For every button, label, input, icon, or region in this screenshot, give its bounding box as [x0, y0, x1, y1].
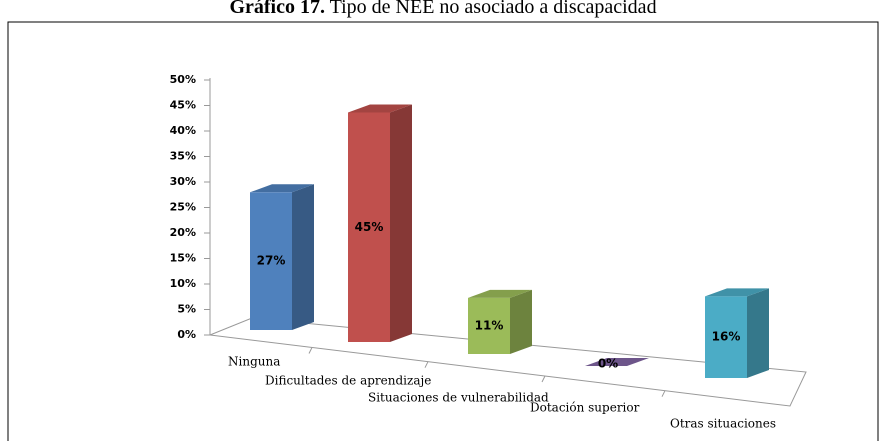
bar-top [585, 358, 649, 366]
y-tick-label: 45% [170, 99, 196, 112]
value-label: 11% [475, 318, 504, 332]
x-tick-mark [661, 390, 666, 397]
y-tick-label: 40% [170, 124, 196, 137]
bar [250, 192, 292, 330]
title-text: Tipo de NEE no asociado a discapacidad [330, 0, 657, 18]
bar-side [510, 289, 532, 354]
title-label: Gráfico 17. [229, 0, 325, 18]
y-tick-label: 35% [170, 150, 196, 163]
bar-top [468, 289, 532, 298]
x-tick-mark [541, 375, 546, 383]
value-label: 16% [712, 330, 741, 344]
bar-side [292, 184, 314, 330]
y-tick-label: 30% [170, 175, 196, 188]
bar-top [348, 104, 412, 113]
bar [468, 297, 510, 354]
floor [208, 317, 807, 407]
y-tick-label: 10% [170, 277, 196, 290]
y-tick-label: 15% [170, 252, 196, 265]
frame [7, 21, 879, 441]
value-label: 27% [257, 254, 286, 268]
value-label: 0% [598, 357, 618, 371]
x-tick-label: Situaciones de vulnerabilidad [368, 391, 549, 405]
bar-top [705, 288, 769, 297]
x-tick-label: Dificultades de aprendizaje [265, 374, 431, 388]
y-tick-label: 25% [170, 201, 196, 214]
bar [705, 296, 747, 378]
x-tick-label: Dotación superior [530, 401, 640, 415]
y-tick-label: 0% [177, 328, 196, 341]
chart-title: Gráfico 17. Tipo de NEE no asociado a di… [229, 0, 656, 18]
y-tick-label: 20% [170, 226, 196, 239]
bar-top [250, 184, 314, 193]
x-tick-mark [424, 361, 429, 368]
x-tick-label: Otras situaciones [670, 417, 776, 431]
y-tick-label: 5% [177, 303, 196, 316]
x-tick-label: Ninguna [228, 355, 280, 369]
bar-side [747, 288, 769, 378]
value-label: 45% [355, 220, 384, 234]
bar [348, 112, 390, 342]
bar-side [390, 104, 412, 342]
x-tick-mark [308, 347, 313, 354]
y-tick-label: 50% [170, 73, 196, 86]
